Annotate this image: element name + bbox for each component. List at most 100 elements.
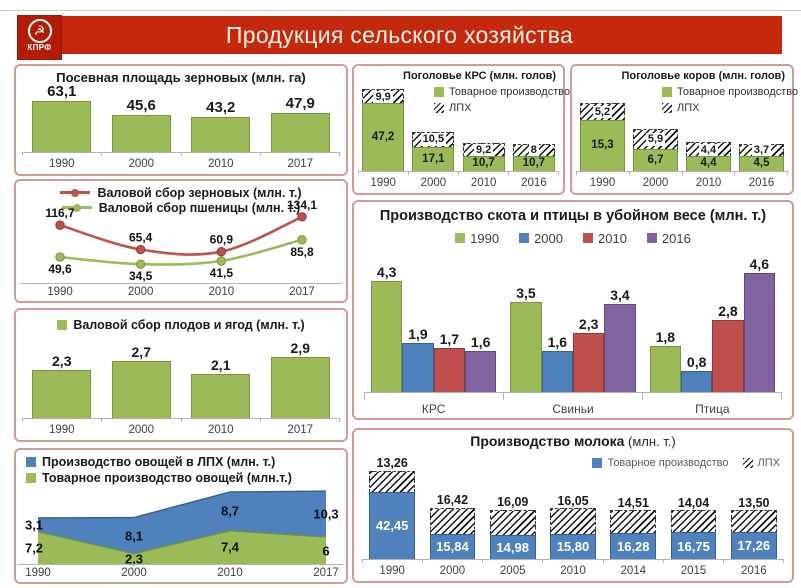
legend: Товарное производство ЛПХ xyxy=(592,457,780,469)
page-title: Продукция сельского хозяйства xyxy=(225,22,574,48)
axis-label: КРС xyxy=(421,402,446,416)
legend-item: 1990 xyxy=(455,231,499,246)
bar-column: 14,04 16,75 xyxy=(663,451,723,559)
axis-label: 2010 xyxy=(560,565,586,577)
axis-tick xyxy=(182,419,261,422)
blue-swatch-icon xyxy=(26,457,36,467)
hammer-sickle-icon: ☭ xyxy=(33,23,46,39)
legend: Валовой сбор зерновых (млн. т.) Валовой … xyxy=(16,185,346,215)
bars-area: 5,2 15,3 5,9 6,7 4,4 4,4 3,7 4,5 xyxy=(576,68,788,172)
bar-column: 4,3 xyxy=(371,250,403,392)
bar-column: 5,2 15,3 xyxy=(576,68,629,171)
value-label: 41,5 xyxy=(210,266,234,280)
hatch-segment xyxy=(550,508,596,534)
bar xyxy=(649,345,681,392)
hatch-value-label: 16,09 xyxy=(497,495,529,510)
axis-tick xyxy=(604,560,664,563)
axis-tick xyxy=(102,153,182,156)
hatch-value-label: 5,9 xyxy=(645,133,666,146)
legend: Производство овощей в ЛПХ (млн. т.) Това… xyxy=(26,454,346,486)
data-point-marker xyxy=(297,235,307,245)
panel-grain-harvest: Валовой сбор зерновых (млн. т.) Валовой … xyxy=(14,179,348,303)
value-label: 63,1 xyxy=(47,82,77,100)
axis-label: 2016 xyxy=(748,177,775,189)
meat-chart: 4,3 1,9 1,7 1,6 3,5 1,6 2,3 3,4 1,8 0,8 2,8 4,6 КРС С… xyxy=(364,250,782,416)
value-label: 4,3 xyxy=(376,263,397,280)
bars-area: 63,1 45,6 43,2 47,9 xyxy=(22,82,340,153)
base-segment: 4,4 xyxy=(686,156,731,171)
legend-label: Товарное производство xyxy=(607,457,729,469)
legend-item: ЛПХ xyxy=(434,101,570,115)
axis-label: 1990 xyxy=(48,424,75,436)
axis-tick xyxy=(363,560,424,563)
legend-item: Валовой сбор пшеницы (млн. т.) xyxy=(16,200,346,215)
legend-label: 2000 xyxy=(534,230,563,246)
milk-chart: 13,26 42,45 16,42 15,84 16,09 14,98 16,05 15,80… xyxy=(362,451,784,579)
bar-column: 63,1 xyxy=(22,82,102,152)
bar-column: 1,8 xyxy=(649,250,681,392)
legend-label: Валовой сбор зерновых (млн. т.) xyxy=(97,185,302,200)
axis-tick xyxy=(643,393,781,400)
value-label: 0,8 xyxy=(686,354,707,371)
axis-label: 2000 xyxy=(420,177,447,189)
blue-swatch-icon xyxy=(519,233,530,243)
legend-label: Производство овощей в ЛПХ (млн. т.) xyxy=(42,455,276,469)
axis-label: Свиньи xyxy=(552,402,594,416)
axis-label: 2016 xyxy=(521,177,547,189)
value-label: 2,9 xyxy=(290,340,310,357)
bar-column: 2,7 xyxy=(102,334,182,418)
axis-label: 1990 xyxy=(379,565,405,577)
hatch-segment xyxy=(489,509,536,536)
bar xyxy=(572,332,605,392)
legend-label: Товарное производство овощей (млн.т.) xyxy=(42,471,292,485)
base-segment: 15,80 xyxy=(550,533,596,559)
bar xyxy=(464,350,497,392)
x-axis: 1990 2000 2005 2010 2014 2015 2016 xyxy=(362,563,784,579)
bar xyxy=(371,280,403,392)
value-label: 60,9 xyxy=(210,233,234,247)
bars-area: 9,9 47,2 10,5 17,1 9,2 10,7 8 10,7 xyxy=(358,68,559,172)
plot-area: 116,7 65,4 60,9 134,1 49,6 34,5 41,5 85,8 xyxy=(20,198,342,283)
green-value-label: 6 xyxy=(322,543,330,559)
legend-item: Валовой сбор зерновых (млн. т.) xyxy=(16,185,346,200)
bar xyxy=(402,342,434,392)
red-line xyxy=(58,215,304,256)
hatch-value-label: 9,9 xyxy=(373,90,393,103)
base-segment: 6,7 xyxy=(633,148,678,171)
green-area-edge xyxy=(37,530,327,555)
legend: Товарное производство ЛПХ xyxy=(662,85,798,117)
value-label: 47,9 xyxy=(285,95,315,113)
legend-item: 2000 xyxy=(519,231,563,246)
value-label: 2,1 xyxy=(211,356,231,373)
axis-tick xyxy=(359,172,409,175)
base-value-label: 17,26 xyxy=(737,538,771,554)
base-segment: 17,1 xyxy=(412,146,455,171)
header-banner: Продукция сельского хозяйства xyxy=(17,16,782,54)
panel-sown-area: Посевная площадь зерновых (млн. га) 63,1… xyxy=(14,64,348,176)
green-swatch-icon xyxy=(455,233,466,243)
hatch-segment: 3,7 xyxy=(739,143,784,157)
base-segment: 47,2 xyxy=(362,103,405,171)
base-segment: 14,98 xyxy=(489,535,536,559)
axis-label: 1990 xyxy=(48,158,75,170)
hatch-value-label: 14,51 xyxy=(617,495,649,510)
base-segment: 15,3 xyxy=(580,120,625,171)
value-label: 85,8 xyxy=(290,245,314,259)
axis-label: 2000 xyxy=(128,424,155,436)
x-axis: 1990 2000 2010 2017 xyxy=(22,156,340,172)
x-axis: КРС Свиньи Птица xyxy=(364,400,782,416)
value-label: 34,5 xyxy=(129,269,153,283)
hatch-swatch-icon xyxy=(662,103,672,113)
hatch-value-label: 14,04 xyxy=(677,495,710,510)
hatch-segment xyxy=(730,510,777,532)
axis-tick xyxy=(423,560,484,563)
purple-swatch-icon xyxy=(646,233,657,243)
green-swatch-icon xyxy=(662,87,672,97)
x-axis: 1990 2000 2010 2016 xyxy=(576,175,788,191)
vegetables-chart: 3,1 7,2 8,1 2,3 8,7 7,4 10,3 6 1990 2000 2010 2017 xyxy=(18,488,344,580)
hatch-value-label: 13,50 xyxy=(738,495,770,510)
axis-label: 2005 xyxy=(499,565,526,577)
bar-column: 45,6 xyxy=(102,87,182,152)
bar xyxy=(191,373,251,418)
bar-column: 16,42 15,84 xyxy=(422,451,482,559)
